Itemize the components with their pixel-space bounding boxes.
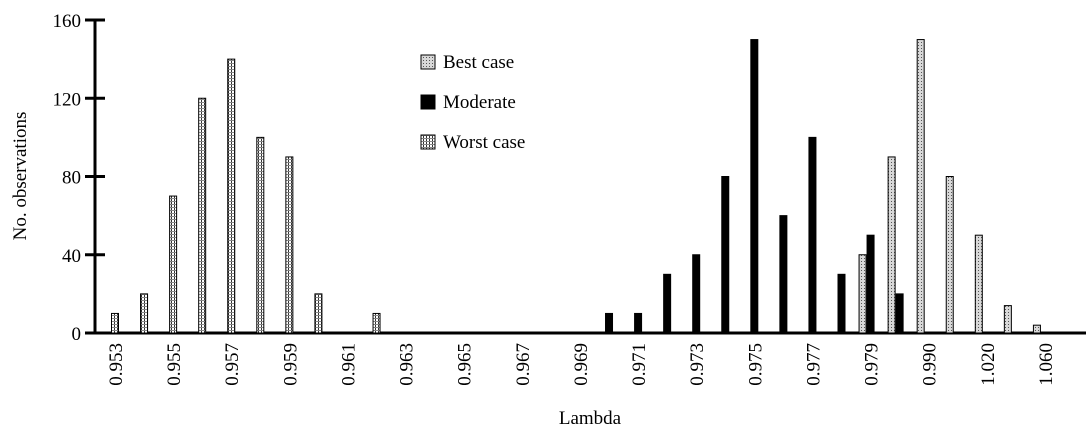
y-axis-label: No. observations <box>10 112 31 241</box>
bar <box>1032 324 1041 334</box>
x-tick-label: 0.953 <box>106 343 127 386</box>
x-tick-label: 0.963 <box>397 343 418 386</box>
x-tick-label: 0.957 <box>222 343 243 386</box>
bar <box>895 293 904 334</box>
x-tick-label: 0.967 <box>513 343 534 386</box>
y-tick-label: 80 <box>62 168 81 189</box>
x-tick-label: 0.977 <box>803 343 824 386</box>
bar <box>866 234 875 334</box>
x-tick-label: 0.959 <box>280 343 301 386</box>
bar <box>111 312 119 334</box>
y-tick-label: 120 <box>53 89 82 110</box>
legend-swatch <box>420 54 436 70</box>
x-tick-label: 1.020 <box>978 343 999 386</box>
bar <box>663 273 672 334</box>
legend-label: Moderate <box>443 92 516 113</box>
bar <box>916 39 925 334</box>
x-axis-label: Lambda <box>559 408 622 429</box>
bar <box>314 293 323 334</box>
y-tick-label: 160 <box>53 11 82 32</box>
bar <box>634 312 643 334</box>
bar <box>858 254 867 334</box>
legend-swatch <box>420 134 436 150</box>
bar <box>692 254 701 334</box>
bar <box>837 273 846 334</box>
bar <box>721 176 730 334</box>
bar <box>285 156 294 334</box>
bar <box>1003 305 1012 334</box>
bar <box>227 58 236 334</box>
bar <box>887 156 896 334</box>
x-tick-label: 0.973 <box>687 343 708 386</box>
bar <box>372 312 381 334</box>
legend-label: Worst case <box>443 132 525 153</box>
x-tick-label: 0.979 <box>862 343 883 386</box>
legend-swatch <box>420 94 436 110</box>
bar <box>779 215 788 334</box>
bar <box>140 293 149 334</box>
x-tick-label: 0.955 <box>164 343 185 386</box>
x-tick-label: 0.965 <box>455 343 476 386</box>
y-tick-label: 40 <box>62 246 81 267</box>
bar <box>256 136 265 334</box>
x-tick-label: 0.961 <box>338 343 359 386</box>
x-tick-label: 0.971 <box>629 343 650 386</box>
bar <box>808 136 817 334</box>
x-tick-label: 0.975 <box>745 343 766 386</box>
bar <box>198 97 207 334</box>
x-tick-label: 1.060 <box>1036 343 1057 386</box>
bar <box>750 39 759 334</box>
y-tick-label: 0 <box>72 324 82 345</box>
x-tick-label: 0.969 <box>571 343 592 386</box>
bar <box>169 195 178 334</box>
legend-label: Best case <box>443 52 514 73</box>
bar <box>945 176 954 334</box>
bar <box>974 234 983 334</box>
bar <box>605 312 614 334</box>
x-tick-label: 0.990 <box>920 343 941 386</box>
